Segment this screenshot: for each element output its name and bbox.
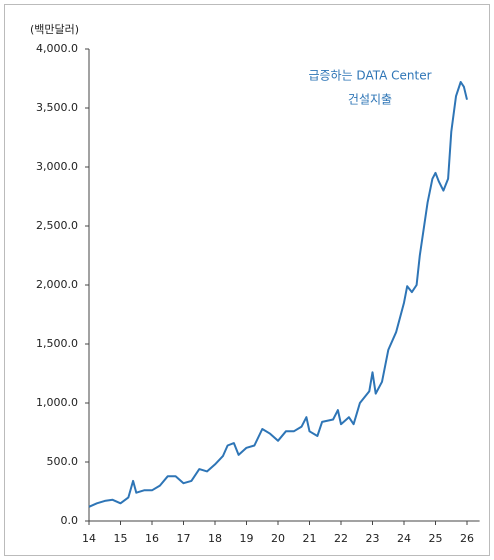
x-tick-label: 26 bbox=[460, 532, 474, 545]
x-tick-label: 14 bbox=[82, 532, 96, 545]
x-tick-label: 21 bbox=[303, 532, 317, 545]
annotation: 급증하는 DATA Center bbox=[308, 69, 431, 83]
y-tick-label: 2,500.0 bbox=[36, 219, 78, 232]
x-tick-label: 15 bbox=[114, 532, 128, 545]
y-tick-label: 1,000.0 bbox=[36, 396, 78, 409]
x-tick-label: 20 bbox=[271, 532, 285, 545]
y-tick-label: 3,000.0 bbox=[36, 160, 78, 173]
x-tick-label: 18 bbox=[208, 532, 222, 545]
y-tick-label: 500.0 bbox=[47, 455, 79, 468]
y-tick-label: 4,000.0 bbox=[36, 42, 78, 55]
x-tick-label: 23 bbox=[366, 532, 380, 545]
x-tick-label: 25 bbox=[429, 532, 443, 545]
x-tick-label: 22 bbox=[334, 532, 348, 545]
y-tick-label: 3,500.0 bbox=[36, 101, 78, 114]
frame bbox=[4, 4, 490, 556]
y-unit: (백만달러) bbox=[30, 23, 79, 36]
x-tick-label: 24 bbox=[397, 532, 411, 545]
data-line bbox=[88, 81, 468, 508]
y-tick-label: 0.0 bbox=[61, 514, 79, 527]
y-tick-label: 1,500.0 bbox=[36, 337, 78, 350]
x-tick-label: 16 bbox=[145, 532, 159, 545]
annotation: 건설지출 bbox=[348, 93, 392, 107]
x-tick-label: 17 bbox=[177, 532, 191, 545]
x-tick-label: 19 bbox=[240, 532, 254, 545]
y-tick-label: 2,000.0 bbox=[36, 278, 78, 291]
